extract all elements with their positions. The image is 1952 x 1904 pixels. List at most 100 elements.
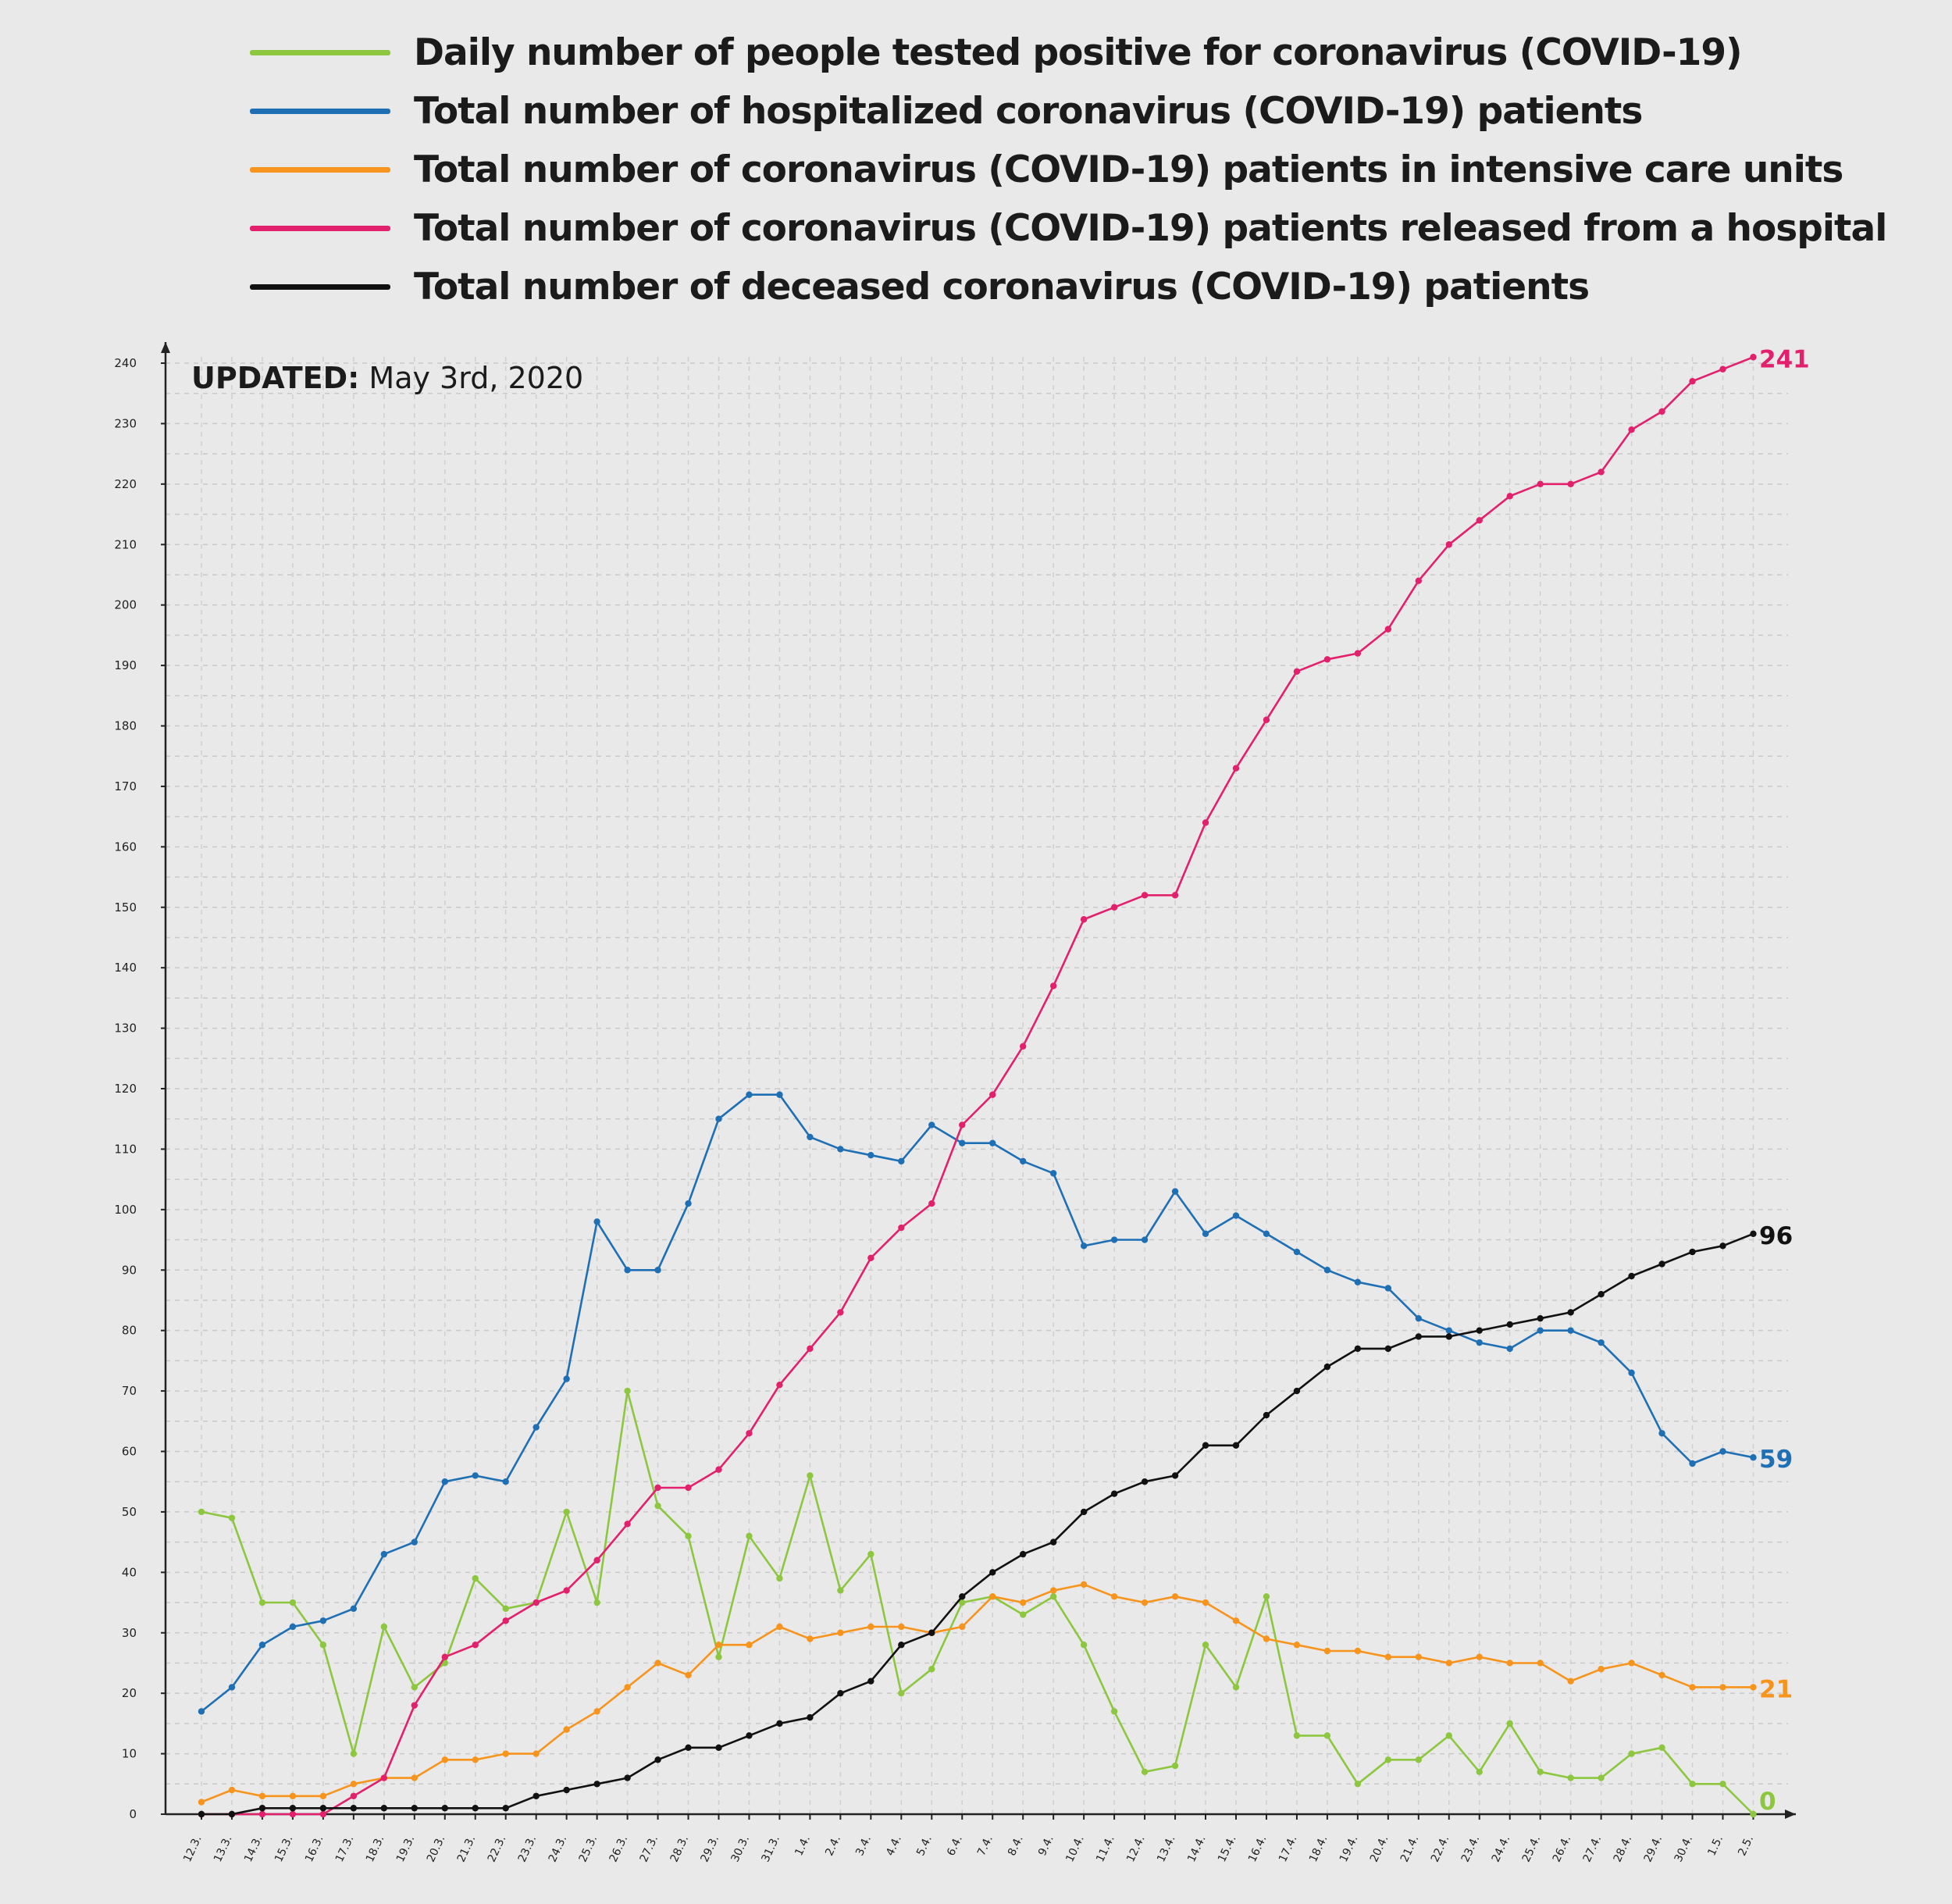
data-point: [1354, 1278, 1362, 1285]
data-point: [898, 1224, 905, 1232]
x-tick-label: 13.4.: [1155, 1834, 1178, 1864]
data-point: [837, 1629, 844, 1636]
data-point: [654, 1484, 661, 1492]
data-point: [837, 1146, 844, 1153]
data-point: [350, 1792, 358, 1799]
x-tick-label: 12.3.: [181, 1834, 205, 1864]
data-point: [685, 1200, 692, 1207]
data-point: [1537, 1768, 1544, 1776]
legend-item-hospitalized: Total number of hospitalized coronavirus…: [250, 82, 1886, 141]
x-axis-arrow: [1785, 1810, 1796, 1819]
legend-swatch: [250, 50, 390, 55]
data-point: [1293, 1642, 1301, 1649]
data-point: [228, 1514, 236, 1521]
y-tick-label: 230: [114, 416, 137, 430]
data-point: [1049, 1593, 1057, 1600]
end-value-label: 21: [1759, 1675, 1793, 1703]
data-point: [350, 1605, 358, 1612]
data-point: [1049, 982, 1057, 989]
data-point: [1323, 1267, 1331, 1274]
legend-label: Total number of hospitalized coronavirus…: [414, 90, 1643, 133]
data-point: [1384, 1345, 1392, 1353]
legend-item-intensive-care: Total number of coronavirus (COVID-19) p…: [250, 141, 1886, 199]
series-3: [198, 354, 1757, 1818]
legend: Daily number of people tested positive f…: [250, 23, 1887, 316]
data-point: [1232, 765, 1240, 772]
data-point: [1445, 541, 1452, 548]
data-point: [1232, 1212, 1240, 1219]
data-point: [1415, 1333, 1423, 1340]
x-tick-label: 31.3.: [759, 1834, 782, 1864]
data-point: [776, 1574, 783, 1582]
data-point: [411, 1702, 418, 1709]
data-point: [685, 1744, 692, 1752]
y-tick-label: 130: [114, 1022, 137, 1036]
x-tick-label: 18.4.: [1307, 1834, 1330, 1864]
data-point: [1628, 1660, 1635, 1667]
data-point: [1567, 1327, 1574, 1334]
data-point: [1445, 1660, 1452, 1667]
data-point: [289, 1623, 297, 1631]
data-point: [1506, 1345, 1513, 1353]
data-point: [1171, 1593, 1179, 1600]
data-point: [837, 1587, 844, 1594]
y-tick-label: 200: [114, 598, 137, 612]
data-point: [685, 1532, 692, 1540]
data-point: [1019, 1599, 1027, 1606]
y-tick-label: 210: [114, 537, 137, 551]
data-point: [1719, 365, 1726, 373]
data-point: [1202, 1230, 1209, 1238]
data-point: [1719, 1781, 1726, 1788]
data-point: [1263, 1635, 1270, 1642]
y-tick-label: 80: [122, 1324, 137, 1338]
data-point: [1658, 1430, 1665, 1437]
data-point: [593, 1556, 600, 1564]
data-point: [1293, 1248, 1301, 1256]
data-point: [867, 1678, 874, 1685]
data-point: [807, 1472, 814, 1479]
data-point: [715, 1642, 722, 1649]
y-tick-label: 50: [122, 1505, 137, 1519]
x-tick-labels: 12.3. 13.3. 14.3. 15.3. 16.3. 17.3. 18.3. 19.3.…: [181, 1814, 1756, 1864]
legend-label: Total number of coronavirus (COVID-19) p…: [414, 207, 1887, 250]
data-point: [1598, 1291, 1605, 1298]
data-point: [776, 1623, 783, 1631]
x-tick-label: 6.4.: [945, 1834, 965, 1858]
data-point: [1415, 1653, 1423, 1660]
y-tick-label: 110: [114, 1142, 137, 1156]
data-point: [1658, 1744, 1665, 1752]
data-point: [289, 1810, 297, 1818]
data-point: [350, 1805, 358, 1812]
data-point: [411, 1774, 418, 1781]
data-point: [746, 1642, 753, 1649]
x-tick-label: 5.4.: [914, 1834, 935, 1858]
data-point: [1689, 1781, 1696, 1788]
x-tick-label: 22.4.: [1429, 1834, 1452, 1864]
series-4: [198, 1230, 1757, 1818]
y-tick-label: 160: [114, 840, 137, 854]
end-value-label: 241: [1759, 345, 1810, 373]
data-point: [685, 1671, 692, 1679]
x-tick-label: 20.4.: [1368, 1834, 1391, 1864]
data-point: [1537, 1327, 1544, 1334]
updated-date: May 3rd, 2020: [369, 361, 584, 395]
x-tick-label: 26.4.: [1551, 1834, 1574, 1864]
data-point: [319, 1810, 327, 1818]
x-tick-label: 18.3.: [364, 1834, 387, 1864]
data-point: [593, 1599, 600, 1606]
data-point: [776, 1091, 783, 1098]
series-line: [201, 1232, 1754, 1816]
data-point: [1567, 1678, 1574, 1685]
data-point: [1658, 1260, 1665, 1268]
data-point: [593, 1218, 600, 1225]
data-point: [1506, 1660, 1513, 1667]
data-point: [807, 1345, 814, 1353]
data-point: [380, 1550, 388, 1558]
y-tick-label: 40: [122, 1565, 137, 1579]
data-point: [1080, 1581, 1088, 1588]
x-tick-label: 15.4.: [1216, 1834, 1239, 1864]
data-point: [1476, 517, 1483, 524]
data-point: [1567, 1774, 1574, 1781]
data-point: [228, 1810, 236, 1818]
data-point: [563, 1508, 570, 1516]
